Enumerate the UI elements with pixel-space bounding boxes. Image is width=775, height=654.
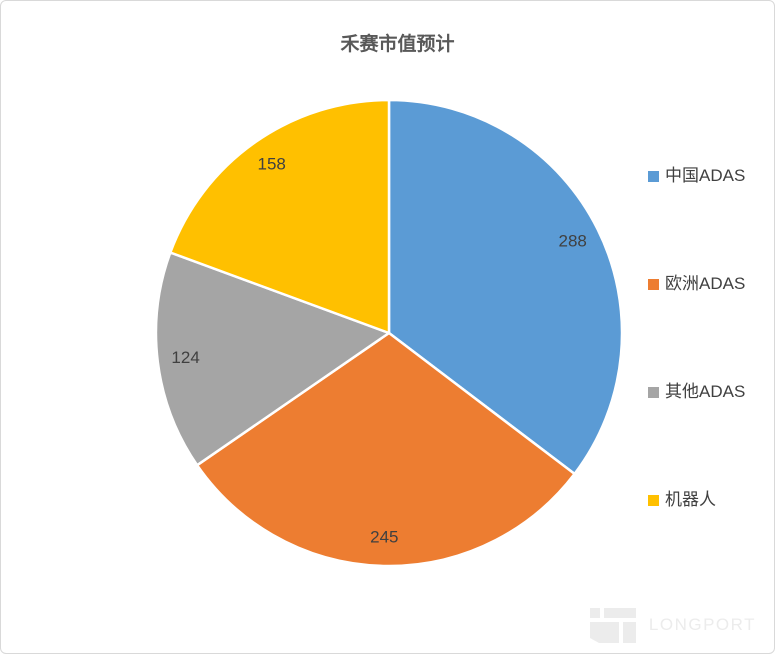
legend-item-3: 机器人 xyxy=(648,491,745,509)
data-label-1: 245 xyxy=(370,527,398,546)
pie-slice-1 xyxy=(195,331,576,568)
legend-item-2: 其他ADAS xyxy=(648,383,745,401)
watermark-text: LONGPORT xyxy=(648,615,756,634)
legend-label: 欧洲ADAS xyxy=(665,274,746,293)
legend-item-0: 中国ADAS xyxy=(648,167,745,185)
legend-item-1: 欧洲ADAS xyxy=(648,275,745,293)
legend-label: 其他ADAS xyxy=(665,382,746,401)
chart-title: 禾赛市值预计 xyxy=(340,34,455,55)
data-label-3: 158 xyxy=(258,154,286,173)
legend-label: 机器人 xyxy=(665,490,716,509)
pie-slice-3 xyxy=(169,98,391,335)
legend-marker-icon xyxy=(648,386,659,398)
pie-slice-0 xyxy=(387,98,624,476)
legend-marker-icon xyxy=(648,170,659,182)
chart-legend: 中国ADAS 欧洲ADAS 其他ADAS 机器人 xyxy=(648,167,745,599)
watermark: LONGPORT xyxy=(589,605,756,645)
legend-marker-icon xyxy=(648,278,659,290)
longport-logo-icon xyxy=(589,608,636,643)
legend-label: 中国ADAS xyxy=(665,166,746,185)
data-label-2: 124 xyxy=(171,348,199,367)
pie-slice-2 xyxy=(154,251,391,467)
pie-slices xyxy=(154,98,624,568)
pie-data-labels: 288 245 124 158 xyxy=(171,154,586,546)
data-label-0: 288 xyxy=(559,231,587,250)
legend-marker-icon xyxy=(648,494,659,506)
